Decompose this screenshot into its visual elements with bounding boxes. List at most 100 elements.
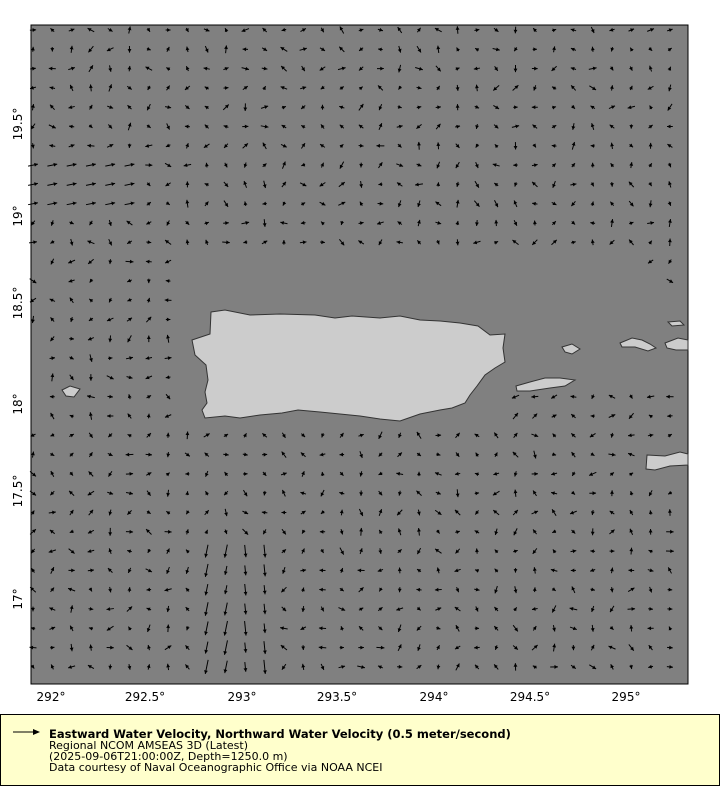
velocity-arrowhead [87,665,92,669]
velocity-arrowhead [397,588,402,593]
velocity-arrowhead [302,240,307,245]
velocity-arrowhead [359,472,364,477]
velocity-arrowhead [166,492,171,497]
velocity-arrowhead [590,414,595,419]
velocity-arrowhead [168,529,172,534]
velocity-arrowhead [70,66,75,71]
velocity-arrowhead [533,28,537,33]
velocity-arrowhead [359,201,364,206]
velocity-arrowhead [50,491,55,496]
velocity-arrowhead [280,86,285,90]
velocity-arrowhead [378,106,383,111]
velocity-arrowhead [146,335,151,340]
velocity-arrowhead [301,433,306,437]
velocity-arrowhead [590,452,595,456]
st-thomas-land [619,337,658,352]
lon-tick-293-5: 293.5° [316,690,358,704]
velocity-arrowhead [184,86,189,90]
velocity-arrowhead [359,184,363,188]
velocity-arrowhead [513,472,518,477]
velocity-arrowhead [455,549,460,554]
velocity-arrowhead [223,590,228,595]
velocity-arrowhead [129,471,134,476]
velocity-arrowhead [494,568,499,573]
velocity-arrowhead [88,260,93,264]
velocity-arrowhead [339,509,344,514]
velocity-arrowhead [127,144,132,148]
velocity-arrowhead [434,28,439,32]
velocity-arrowhead [204,670,208,674]
velocity-arrowhead [339,491,344,496]
velocity-arrowhead [281,240,286,244]
velocity-arrowhead [31,319,35,324]
velocity-arrowhead [185,66,190,71]
velocity-arrowhead [551,471,556,476]
velocity-arrowhead [515,124,520,129]
velocity-arrowhead [32,491,36,496]
velocity-arrowhead [72,201,77,206]
velocity-arrowhead [185,239,190,244]
velocity-arrowhead [51,626,56,631]
velocity-arrowhead [185,220,190,225]
velocity-arrowhead [224,512,228,517]
velocity-arrowhead [166,334,170,339]
velocity-arrowhead [436,123,441,128]
velocity-arrowhead [319,182,324,187]
velocity-arrowhead [571,202,576,207]
velocity-arrowhead [282,201,287,206]
velocity-arrowhead [417,162,422,167]
velocity-arrowhead [571,414,576,418]
velocity-arrowhead [436,85,440,90]
velocity-arrowhead [416,431,421,436]
velocity-arrowhead [492,491,497,496]
velocity-arrowhead [242,47,247,52]
velocity-arrowhead [107,568,112,572]
velocity-arrowhead [667,201,672,206]
velocity-arrowhead [31,529,36,533]
velocity-arrowhead [30,125,35,130]
velocity-arrowhead [667,106,672,111]
velocity-arrowhead [436,567,441,572]
velocity-arrowhead [475,202,480,207]
velocity-arrowhead [436,665,441,670]
velocity-arrowhead [262,223,267,227]
velocity-arrowhead [167,28,171,32]
velocity-arrowhead [610,664,614,669]
velocity-arrowhead [282,549,286,554]
velocity-arrowhead [301,663,306,668]
lat-tick-18-5: 18.5° [11,286,25,320]
velocity-arrowhead [111,201,116,206]
velocity-arrowhead [590,587,595,592]
velocity-arrowhead [146,587,151,592]
velocity-arrowhead [281,451,286,456]
velocity-arrowhead [668,607,673,611]
velocity-arrowhead [244,124,249,129]
velocity-arrowhead [146,491,151,496]
velocity-arrowhead [380,66,384,71]
velocity-arrowhead [49,394,54,399]
velocity-arrowhead [147,548,152,553]
velocity-arrowhead [492,163,497,167]
velocity-arrowhead [649,433,654,438]
velocity-arrowhead [668,490,673,495]
velocity-arrowhead [572,549,577,554]
velocity-arrowhead [571,586,576,591]
velocity-arrowhead [455,164,460,169]
velocity-arrowhead [280,47,285,51]
velocity-arrowhead [185,664,190,669]
velocity-arrowhead [69,414,74,419]
st-john-land [664,337,689,351]
velocity-arrowhead [532,143,536,148]
velocity-map[interactable] [0,0,720,700]
velocity-arrowhead [146,510,151,514]
velocity-arrowhead [204,106,209,110]
velocity-arrowhead [436,452,441,457]
velocity-arrowhead [610,163,615,168]
velocity-arrowhead [166,67,171,71]
velocity-arrowhead [609,472,614,477]
velocity-arrowhead [552,433,557,438]
velocity-arrowhead [532,124,537,129]
velocity-arrowhead [69,452,74,457]
velocity-arrowhead [243,433,247,438]
velocity-arrowhead [50,317,55,322]
